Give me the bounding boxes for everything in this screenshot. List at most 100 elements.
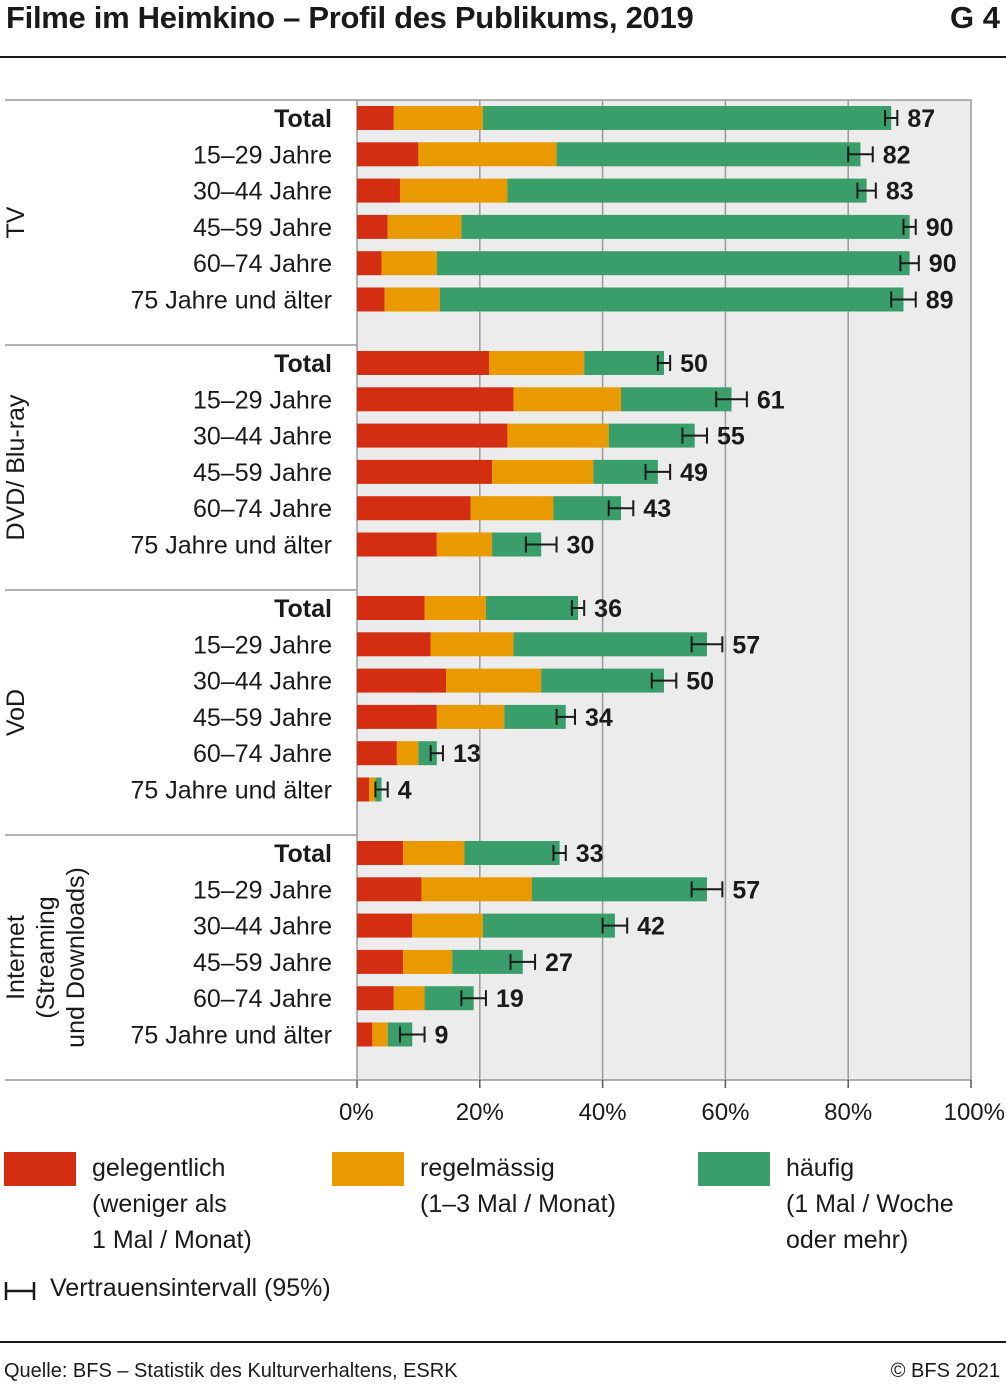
x-tick-label: 20%: [456, 1099, 504, 1126]
value-label: 57: [732, 631, 760, 659]
bar-segment-regelmaessig: [489, 351, 585, 375]
source-note: Quelle: BFS – Statistik des Kulturverhal…: [4, 1360, 458, 1382]
bar-segment-gelegentlich: [357, 459, 493, 484]
group-label: (Streaming: [32, 896, 60, 1018]
value-label: 89: [926, 287, 954, 315]
legend-swatch-gelegentlich: [4, 1152, 76, 1186]
x-tick-label: 60%: [701, 1099, 749, 1126]
bar-segment-regelmaessig: [421, 877, 532, 902]
row-label: 60–74 Jahre: [193, 495, 332, 523]
group-label: Internet: [2, 915, 30, 1000]
x-tick-label: 80%: [824, 1099, 872, 1126]
bar-segment-gelegentlich: [357, 596, 425, 620]
row-label: 15–29 Jahre: [193, 631, 332, 659]
value-label: 82: [883, 141, 911, 169]
group-label: VoD: [2, 689, 30, 736]
bar-segment-gelegentlich: [357, 704, 437, 729]
bar-segment-regelmaessig: [369, 777, 376, 802]
value-label: 27: [545, 949, 573, 977]
bar-segment-regelmaessig: [384, 287, 440, 312]
legend-swatch-regelmaessig: [332, 1152, 404, 1186]
bar-segment-regelmaessig: [507, 423, 609, 448]
bar-segment-gelegentlich: [357, 423, 508, 448]
row-label: 45–59 Jahre: [193, 949, 332, 977]
value-label: 4: [398, 777, 412, 805]
row-label: 30–44 Jahre: [193, 178, 332, 206]
bar-segment-gelegentlich: [357, 668, 447, 693]
top-rule: [0, 56, 1006, 58]
bar-segment-haeufig: [608, 423, 695, 448]
row-label: 15–29 Jahre: [193, 876, 332, 904]
bar-segment-gelegentlich: [357, 741, 397, 766]
bar-segment-gelegentlich: [357, 142, 419, 167]
group-label: DVD/ Blu-ray: [2, 394, 30, 540]
bar-segment-regelmaessig: [436, 704, 505, 729]
chart-title: Filme im Heimkino – Profil des Publikums…: [6, 0, 694, 35]
bar-segment-gelegentlich: [357, 877, 422, 902]
row-label: 45–59 Jahre: [193, 459, 332, 487]
bar-segment-regelmaessig: [387, 214, 462, 239]
bottom-rule: [0, 1341, 1006, 1343]
bar-segment-haeufig: [507, 178, 867, 203]
bar-segment-haeufig: [556, 142, 861, 167]
bar-segment-haeufig: [621, 387, 732, 412]
bar-segment-gelegentlich: [357, 251, 382, 276]
row-label: 60–74 Jahre: [193, 740, 332, 768]
bar-segment-haeufig: [584, 351, 664, 375]
legend-label-gelegentlich: gelegentlich (weniger als 1 Mal / Monat): [92, 1154, 252, 1254]
bar-segment-regelmaessig: [470, 496, 554, 521]
value-label: 49: [680, 459, 708, 487]
bar-segment-haeufig: [531, 877, 707, 902]
row-label: 75 Jahre und älter: [130, 1022, 332, 1050]
row-label: Total: [274, 105, 332, 133]
value-label: 57: [732, 876, 760, 904]
value-label: 13: [453, 740, 481, 768]
confidence-interval-icon: [4, 1282, 36, 1300]
bar-segment-haeufig: [464, 841, 560, 865]
bar-segment-haeufig: [485, 596, 579, 620]
row-label: 30–44 Jahre: [193, 913, 332, 941]
bar-segment-haeufig: [541, 668, 664, 693]
value-label: 50: [686, 668, 714, 696]
row-label: 15–29 Jahre: [193, 386, 332, 414]
bar-segment-regelmaessig: [372, 1022, 388, 1047]
row-label: 75 Jahre und älter: [130, 777, 332, 805]
legend-swatch-haeufig: [698, 1152, 770, 1186]
bar-segment-haeufig: [482, 913, 615, 938]
row-label: Total: [274, 595, 332, 623]
row-label: Total: [274, 350, 332, 378]
value-label: 90: [929, 250, 957, 278]
bar-segment-gelegentlich: [357, 387, 514, 412]
value-label: 50: [680, 350, 708, 378]
group-label: und Downloads): [62, 867, 90, 1048]
stacked-bar-chart: 0% 20% 40% 60% 80% 100% TV Total 87 15–29 Jahre 82…: [2, 99, 1005, 1126]
bar-segment-regelmaessig: [492, 459, 594, 484]
bar-segment-haeufig: [439, 287, 904, 312]
bar-segment-regelmaessig: [513, 387, 622, 412]
value-label: 83: [886, 178, 914, 206]
value-label: 55: [717, 423, 745, 451]
value-label: 36: [594, 595, 622, 623]
bar-segment-gelegentlich: [357, 106, 394, 130]
bar-segment-gelegentlich: [357, 1022, 373, 1047]
copyright: © BFS 2021: [890, 1360, 1000, 1382]
value-label: 87: [907, 105, 935, 133]
bar-segment-regelmaessig: [399, 178, 508, 203]
bar-segment-gelegentlich: [357, 841, 404, 865]
bar-segment-gelegentlich: [357, 632, 431, 657]
value-label: 30: [567, 532, 595, 560]
bar-segment-gelegentlich: [357, 351, 490, 375]
bar-segment-regelmaessig: [418, 142, 557, 167]
value-label: 19: [496, 985, 524, 1013]
group-label: TV: [2, 206, 30, 238]
row-label: 75 Jahre und älter: [130, 287, 332, 315]
bar-segment-regelmaessig: [430, 632, 514, 657]
row-label: Total: [274, 840, 332, 868]
bar-segment-regelmaessig: [436, 532, 493, 557]
row-label: 60–74 Jahre: [193, 985, 332, 1013]
bar-segment-gelegentlich: [357, 178, 400, 203]
value-label: 61: [757, 386, 785, 414]
bar-segment-gelegentlich: [357, 777, 370, 802]
row-label: 30–44 Jahre: [193, 423, 332, 451]
bar-segment-gelegentlich: [357, 287, 385, 312]
